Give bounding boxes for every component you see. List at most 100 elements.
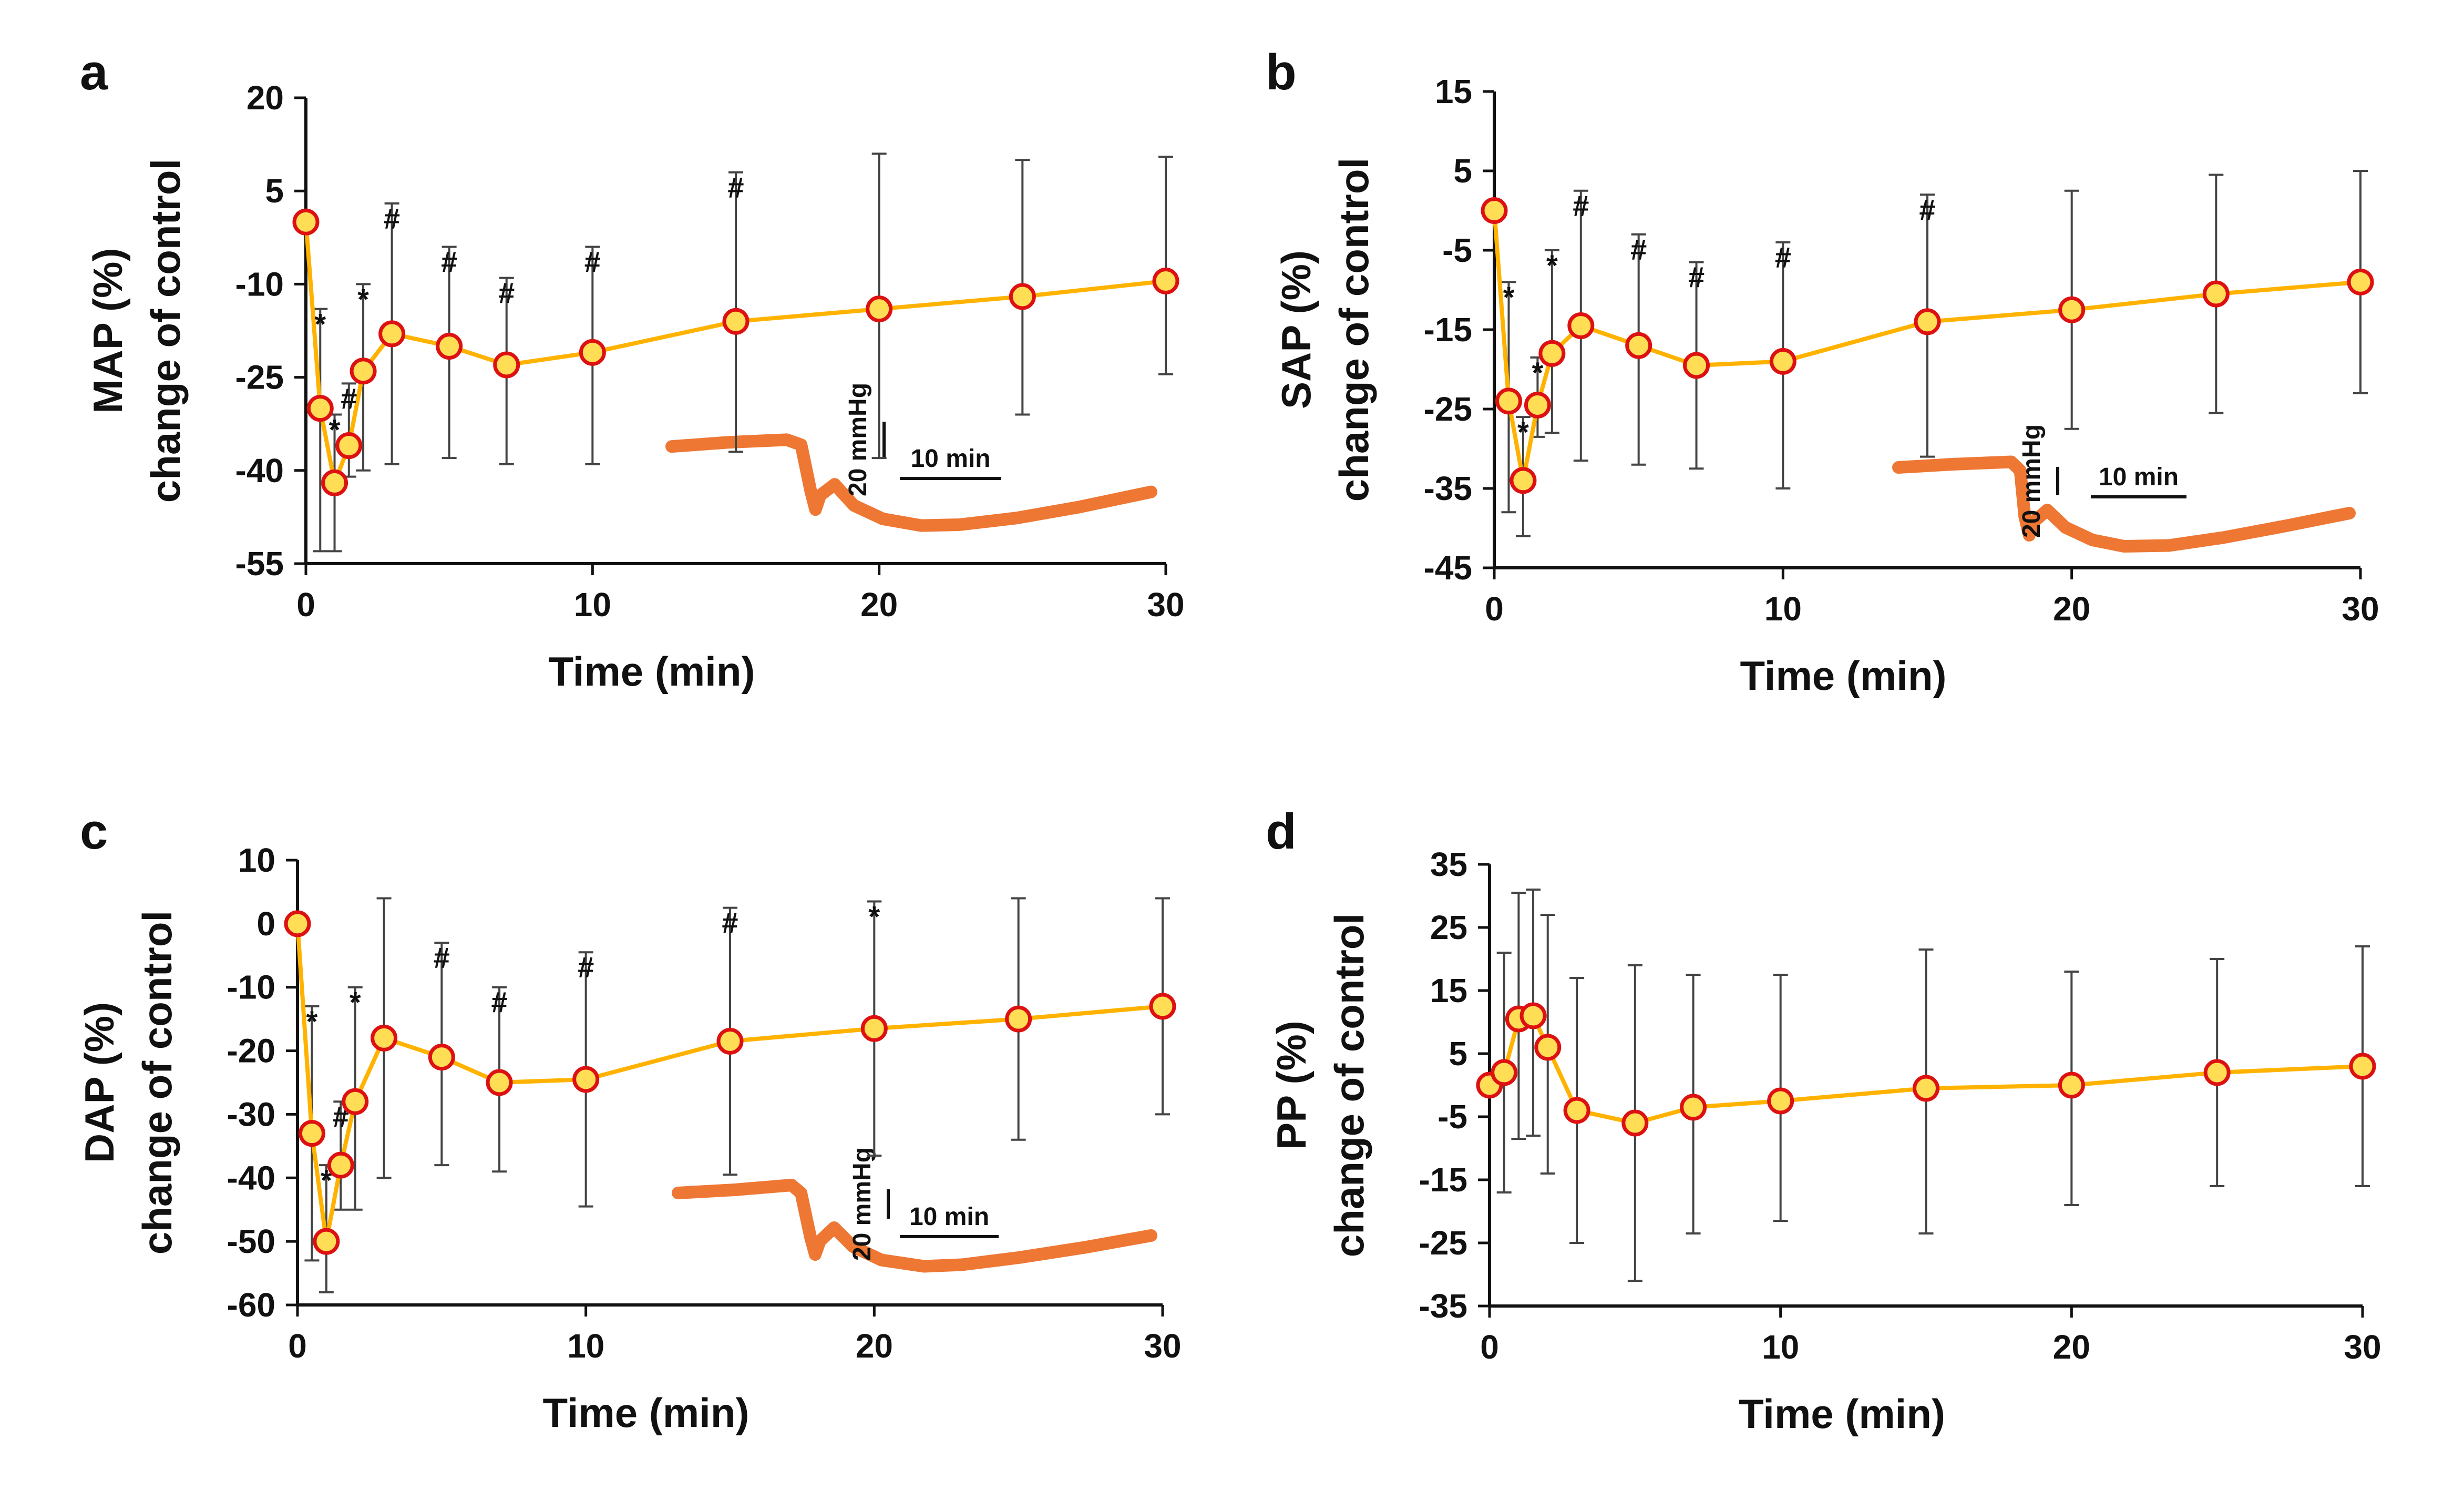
data-point xyxy=(321,469,348,496)
data-point xyxy=(428,1044,455,1071)
panel-d: d 35 25 15 5 -5 -15 -25 -35 0 10 20 30 Time (min) PP (… xyxy=(1266,803,2381,1437)
significance-mark: # xyxy=(384,202,400,235)
data-point xyxy=(371,1024,398,1052)
x-tick-label: 20 xyxy=(2053,1328,2090,1366)
data-point xyxy=(335,432,363,460)
significance-mark: # xyxy=(722,906,738,940)
panel-b: b 15 5 -5 -15 -25 -35 -45 0 10 20 30 Time (min) SAP (… xyxy=(1266,44,2379,699)
significance-mark: # xyxy=(1630,233,1647,266)
x-tick-label: 30 xyxy=(2342,590,2379,628)
data-point xyxy=(1769,348,1796,375)
data-point xyxy=(1683,352,1710,379)
data-point xyxy=(1680,1094,1707,1121)
significance-mark: # xyxy=(441,246,457,279)
data-point xyxy=(1563,1097,1590,1124)
significance-mark: * xyxy=(1532,356,1544,389)
data-point xyxy=(860,1015,888,1042)
y-tick-label: 5 xyxy=(265,172,284,210)
data-point xyxy=(436,333,463,360)
x-tick-label: 30 xyxy=(1147,586,1184,624)
x-tick-label: 20 xyxy=(860,586,898,624)
y-tick-label: -45 xyxy=(1424,549,1473,587)
inset-trace: 20 mmHg 10 min xyxy=(665,383,1157,532)
x-tick-label: 20 xyxy=(856,1327,893,1365)
panel-label: b xyxy=(1266,44,1297,100)
data-point xyxy=(1005,1005,1032,1033)
y-tick-label: -5 xyxy=(1438,1098,1467,1136)
x-tick-label: 0 xyxy=(1480,1328,1499,1366)
data-point xyxy=(866,295,893,323)
significance-mark: * xyxy=(314,308,326,341)
data-point xyxy=(1913,1075,1939,1102)
y-tick-label: -25 xyxy=(1419,1224,1468,1262)
significance-mark: # xyxy=(434,941,450,974)
data-point xyxy=(2058,296,2086,323)
data-point xyxy=(1520,1002,1547,1029)
data-point xyxy=(1524,391,1551,419)
significance-mark: # xyxy=(1573,189,1589,222)
y-tick-label: 35 xyxy=(1430,845,1467,883)
x-axis-title: Time (min) xyxy=(549,648,755,695)
data-point xyxy=(292,208,320,236)
data-point xyxy=(1149,993,1176,1020)
y-axis-title: SAP (%) xyxy=(1273,250,1319,409)
data-point xyxy=(313,1228,340,1255)
y-tick-label: 15 xyxy=(1435,73,1472,110)
series-SAP: ****##### xyxy=(1481,170,2374,537)
y-axis-title: MAP (%) xyxy=(85,248,131,414)
data-point xyxy=(1567,312,1595,339)
data-point xyxy=(342,1088,369,1115)
data-point xyxy=(1538,340,1566,367)
significance-mark: * xyxy=(350,986,361,1019)
trace-line xyxy=(1892,455,2356,553)
data-point xyxy=(1625,332,1652,359)
data-point xyxy=(327,1151,354,1179)
data-point xyxy=(1009,283,1036,310)
y-tick-label: 5 xyxy=(1449,1035,1467,1073)
x-tick-label: 10 xyxy=(574,586,611,624)
y-tick-label: -35 xyxy=(1424,470,1473,507)
y-tick-label: -25 xyxy=(235,359,284,396)
x-tick-label: 0 xyxy=(296,586,315,624)
significance-mark: * xyxy=(868,900,880,933)
data-point xyxy=(1495,387,1522,415)
significance-mark: # xyxy=(1919,193,1935,226)
y-tick-label: -5 xyxy=(1442,231,1472,269)
series-DAP: **#*#### * xyxy=(284,897,1176,1293)
y-tick-label: -10 xyxy=(235,265,284,303)
data-point xyxy=(1534,1034,1562,1061)
significance-mark: * xyxy=(1546,249,1558,282)
y-tick-label: -40 xyxy=(235,452,284,489)
significance-mark: # xyxy=(584,246,601,279)
x-tick-label: 30 xyxy=(1144,1327,1181,1365)
y-tick-label: -60 xyxy=(227,1286,276,1324)
significance-mark: * xyxy=(357,282,369,315)
data-point xyxy=(1152,267,1179,294)
inset-trace: 20 mmHg 10 min xyxy=(1892,424,2356,553)
data-point xyxy=(2203,1059,2231,1086)
data-point xyxy=(1621,1109,1649,1137)
series-MAP: **#*##### xyxy=(292,152,1179,553)
panel-label: c xyxy=(80,803,108,860)
inset-trace: 20 mmHg 10 min xyxy=(672,1147,1157,1273)
data-point xyxy=(579,339,606,366)
data-point xyxy=(298,1120,325,1147)
significance-mark: # xyxy=(1775,241,1791,274)
x-tick-label: 30 xyxy=(2344,1328,2381,1366)
error-bar xyxy=(313,308,328,553)
data-point xyxy=(1767,1087,1794,1115)
y-tick-label: -50 xyxy=(227,1222,276,1260)
data-point xyxy=(2347,268,2374,295)
x-tick-label: 20 xyxy=(2053,590,2090,628)
y-axis-title: DAP (%) xyxy=(76,1002,122,1163)
y-tick-label: 15 xyxy=(1430,972,1467,1009)
data-point xyxy=(1914,308,1941,335)
scale-label-mmhg: 20 mmHg xyxy=(848,1147,876,1261)
y-axis-subtitle: change of control xyxy=(134,911,180,1254)
y-tick-label: 25 xyxy=(1430,909,1467,946)
significance-mark: # xyxy=(341,382,357,415)
y-tick-label: -20 xyxy=(227,1032,276,1070)
data-point xyxy=(486,1069,513,1096)
significance-mark: # xyxy=(1688,261,1705,294)
